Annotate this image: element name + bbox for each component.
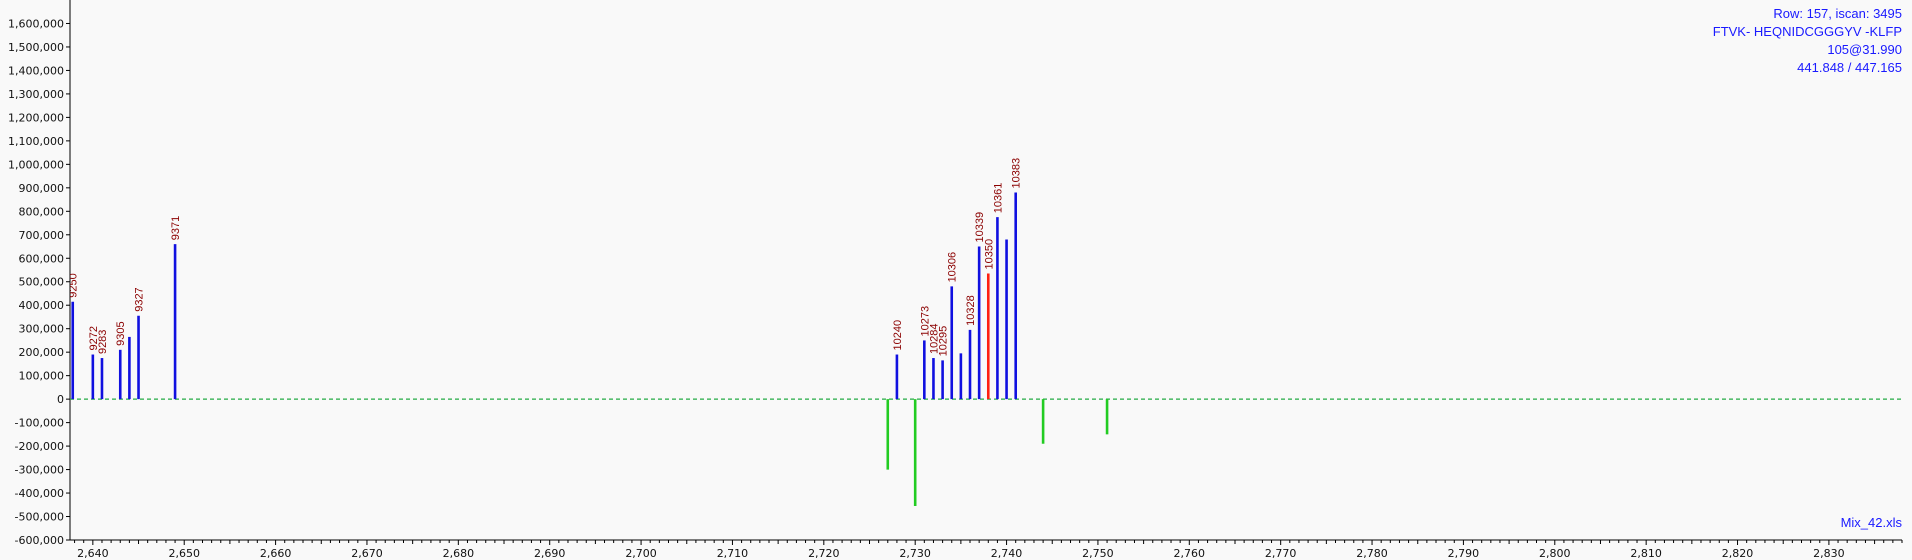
y-tick-label: -600,000 — [15, 534, 64, 547]
y-tick-label: 1,300,000 — [8, 88, 64, 101]
y-tick-label: -400,000 — [15, 487, 64, 500]
x-tick-label: 2,660 — [260, 547, 292, 560]
y-tick-label: 1,000,000 — [8, 158, 64, 171]
x-tick-label: 2,760 — [1174, 547, 1206, 560]
row-iscan-text: Row: 157, iscan: 3495 — [1773, 6, 1902, 21]
charge-rt-text: 105@31.990 — [1827, 42, 1902, 57]
peak-label: 10306 — [947, 252, 959, 283]
peak-label: 10339 — [974, 212, 986, 243]
source-filename: Mix_42.xls — [1840, 515, 1902, 530]
y-tick-label: 900,000 — [19, 182, 65, 195]
y-tick-label: 500,000 — [19, 276, 65, 289]
y-tick-label: 0 — [57, 393, 64, 406]
x-tick-label: 2,770 — [1265, 547, 1297, 560]
x-tick-label: 2,790 — [1448, 547, 1480, 560]
y-tick-label: 1,600,000 — [8, 17, 64, 30]
peak-label: 10383 — [1011, 158, 1023, 189]
x-tick-label: 2,750 — [1082, 547, 1114, 560]
x-tick-label: 2,830 — [1813, 547, 1845, 560]
y-tick-label: -300,000 — [15, 464, 64, 477]
peak-label: 10284 — [928, 323, 940, 354]
y-tick-label: 600,000 — [19, 252, 65, 265]
peak-label: 9327 — [134, 287, 146, 311]
peptide-sequence-text: FTVK- HEQNIDCGGGYV -KLFP — [1712, 24, 1902, 39]
y-tick-label: 400,000 — [19, 299, 65, 312]
peak-label: 10361 — [992, 183, 1004, 214]
y-tick-label: 800,000 — [19, 205, 65, 218]
y-tick-label: -100,000 — [15, 417, 64, 430]
y-axis-ticks: 1,600,000 1,500,000 1,400,000 1,300,000 1,20… — [8, 17, 70, 547]
x-tick-label: 2,740 — [991, 547, 1023, 560]
x-tick-label: 2,670 — [351, 547, 383, 560]
y-tick-label: 200,000 — [19, 346, 65, 359]
y-tick-label: 1,200,000 — [8, 111, 64, 124]
x-tick-label: 2,710 — [717, 547, 749, 560]
y-tick-label: 700,000 — [19, 229, 65, 242]
peak-label: 10328 — [965, 295, 977, 326]
x-tick-label: 2,640 — [77, 547, 109, 560]
peak-bars — [71, 192, 1109, 506]
x-tick-label: 2,800 — [1539, 547, 1571, 560]
peak-label: 9371 — [170, 216, 182, 240]
x-tick-label: 2,820 — [1722, 547, 1754, 560]
x-tick-label: 2,730 — [899, 547, 931, 560]
y-tick-label: 100,000 — [19, 370, 65, 383]
x-tick-label: 2,810 — [1630, 547, 1662, 560]
peak-label: 9250 — [68, 273, 80, 297]
x-tick-label: 2,690 — [534, 547, 566, 560]
y-tick-label: -500,000 — [15, 511, 64, 524]
peak-label: 9272 — [88, 326, 100, 350]
y-tick-label: 1,500,000 — [8, 41, 64, 54]
y-tick-label: 1,100,000 — [8, 135, 64, 148]
peak-label: 10295 — [938, 326, 950, 357]
x-axis-ticks: 2,640 2,650 2,660 2,670 2,680 2,690 2,700 2,710… — [74, 540, 1903, 560]
peak-label: 10273 — [919, 306, 931, 337]
mz-ratio-text: 441.848 / 447.165 — [1797, 60, 1902, 75]
x-tick-label: 2,650 — [168, 547, 200, 560]
y-tick-label: 1,400,000 — [8, 64, 64, 77]
peak-label: 9283 — [97, 330, 109, 354]
x-tick-label: 2,720 — [808, 547, 840, 560]
x-tick-label: 2,780 — [1356, 547, 1388, 560]
x-tick-label: 2,680 — [443, 547, 475, 560]
y-tick-label: -200,000 — [15, 440, 64, 453]
x-tick-label: 2,700 — [625, 547, 657, 560]
peak-label: 10350 — [983, 239, 995, 270]
peak-label: 10240 — [892, 320, 904, 351]
peak-label: 9305 — [115, 321, 127, 345]
y-tick-label: 300,000 — [19, 323, 65, 336]
scan-info-panel: Row: 157, iscan: 3495 FTVK- HEQNIDCGGGYV… — [1713, 5, 1902, 77]
